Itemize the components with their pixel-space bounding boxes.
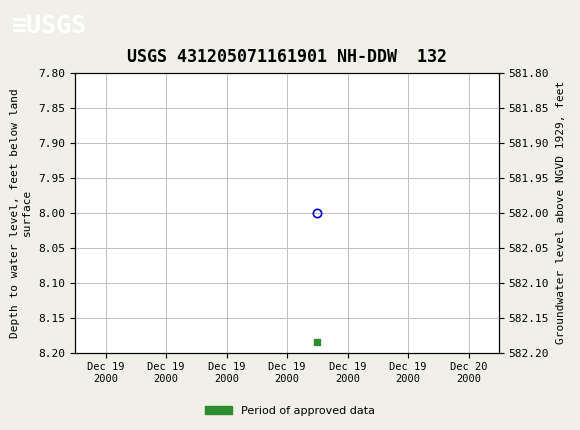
Text: ≡USGS: ≡USGS xyxy=(12,14,86,38)
Title: USGS 431205071161901 NH-DDW  132: USGS 431205071161901 NH-DDW 132 xyxy=(127,48,447,66)
Legend: Period of approved data: Period of approved data xyxy=(200,401,380,420)
Y-axis label: Groundwater level above NGVD 1929, feet: Groundwater level above NGVD 1929, feet xyxy=(556,81,566,344)
Y-axis label: Depth to water level, feet below land
surface: Depth to water level, feet below land su… xyxy=(10,88,32,338)
